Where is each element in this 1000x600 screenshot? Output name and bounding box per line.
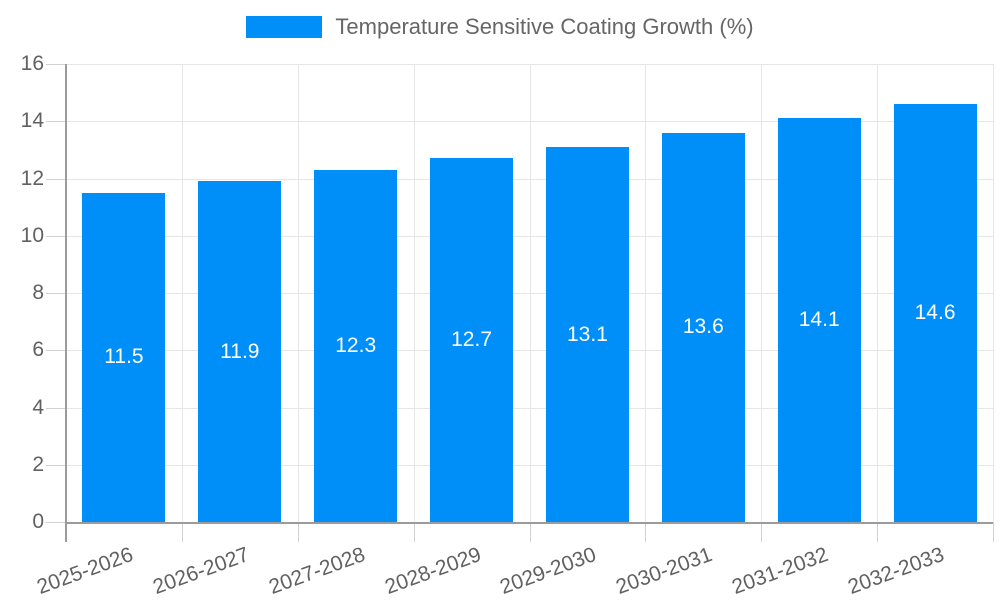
legend-label: Temperature Sensitive Coating Growth (%) xyxy=(335,14,754,39)
legend: Temperature Sensitive Coating Growth (%) xyxy=(0,14,1000,40)
bar-value-label: 12.3 xyxy=(335,333,377,357)
bar[interactable] xyxy=(893,104,977,522)
x-tick-mark xyxy=(761,522,763,542)
y-tick-mark xyxy=(46,350,66,352)
y-tick-mark xyxy=(46,464,66,466)
bar[interactable] xyxy=(661,132,745,522)
x-tick-mark xyxy=(181,522,183,542)
gridline-vertical xyxy=(645,64,647,522)
y-tick-mark xyxy=(46,293,66,294)
gridline-vertical xyxy=(413,64,415,522)
x-tick-mark xyxy=(529,522,531,542)
y-tick-mark xyxy=(46,407,66,409)
y-tick-mark xyxy=(46,235,66,237)
bar-value-label: 12.7 xyxy=(451,328,492,352)
y-tick-label: 4 xyxy=(32,395,44,419)
bar[interactable] xyxy=(314,169,398,522)
gridline-vertical xyxy=(529,64,531,522)
y-tick-label: 8 xyxy=(32,281,44,304)
bar-value-label: 13.1 xyxy=(567,322,608,346)
y-tick-label: 16 xyxy=(20,52,44,75)
y-tick-mark xyxy=(46,64,66,65)
legend-swatch-icon xyxy=(246,16,323,38)
x-tick-mark xyxy=(297,522,299,542)
y-axis-line xyxy=(65,64,67,542)
y-tick-mark xyxy=(46,121,66,123)
x-tick-mark xyxy=(877,522,879,542)
y-tick-label: 14 xyxy=(20,109,44,133)
bar[interactable] xyxy=(777,118,861,522)
bar-value-label: 13.6 xyxy=(682,315,724,339)
gridline-vertical xyxy=(993,64,994,522)
bar-value-label: 14.6 xyxy=(914,301,956,325)
y-tick-mark xyxy=(46,178,66,180)
x-tick-mark xyxy=(645,522,647,542)
y-tick-label: 10 xyxy=(20,223,44,247)
x-tick-mark xyxy=(413,522,415,542)
bar[interactable] xyxy=(430,158,514,522)
gridline-vertical xyxy=(761,64,763,522)
bar-value-label: 11.9 xyxy=(220,339,260,363)
bar[interactable] xyxy=(545,147,629,522)
bar[interactable] xyxy=(198,181,282,522)
legend-item[interactable]: Temperature Sensitive Coating Growth (%) xyxy=(246,14,754,40)
gridline-vertical xyxy=(181,64,183,522)
y-tick-label: 0 xyxy=(32,510,44,533)
x-axis-line xyxy=(66,522,993,524)
bar[interactable] xyxy=(82,192,166,522)
bar-value-label: 14.1 xyxy=(798,308,840,332)
gridline-vertical xyxy=(297,64,299,522)
y-tick-mark xyxy=(46,522,66,523)
y-tick-label: 2 xyxy=(32,452,44,476)
y-tick-label: 6 xyxy=(32,338,44,362)
x-tick-mark xyxy=(993,522,994,542)
bar-value-label: 11.5 xyxy=(104,345,144,369)
y-tick-label: 12 xyxy=(20,166,44,190)
gridline-vertical xyxy=(877,64,879,522)
